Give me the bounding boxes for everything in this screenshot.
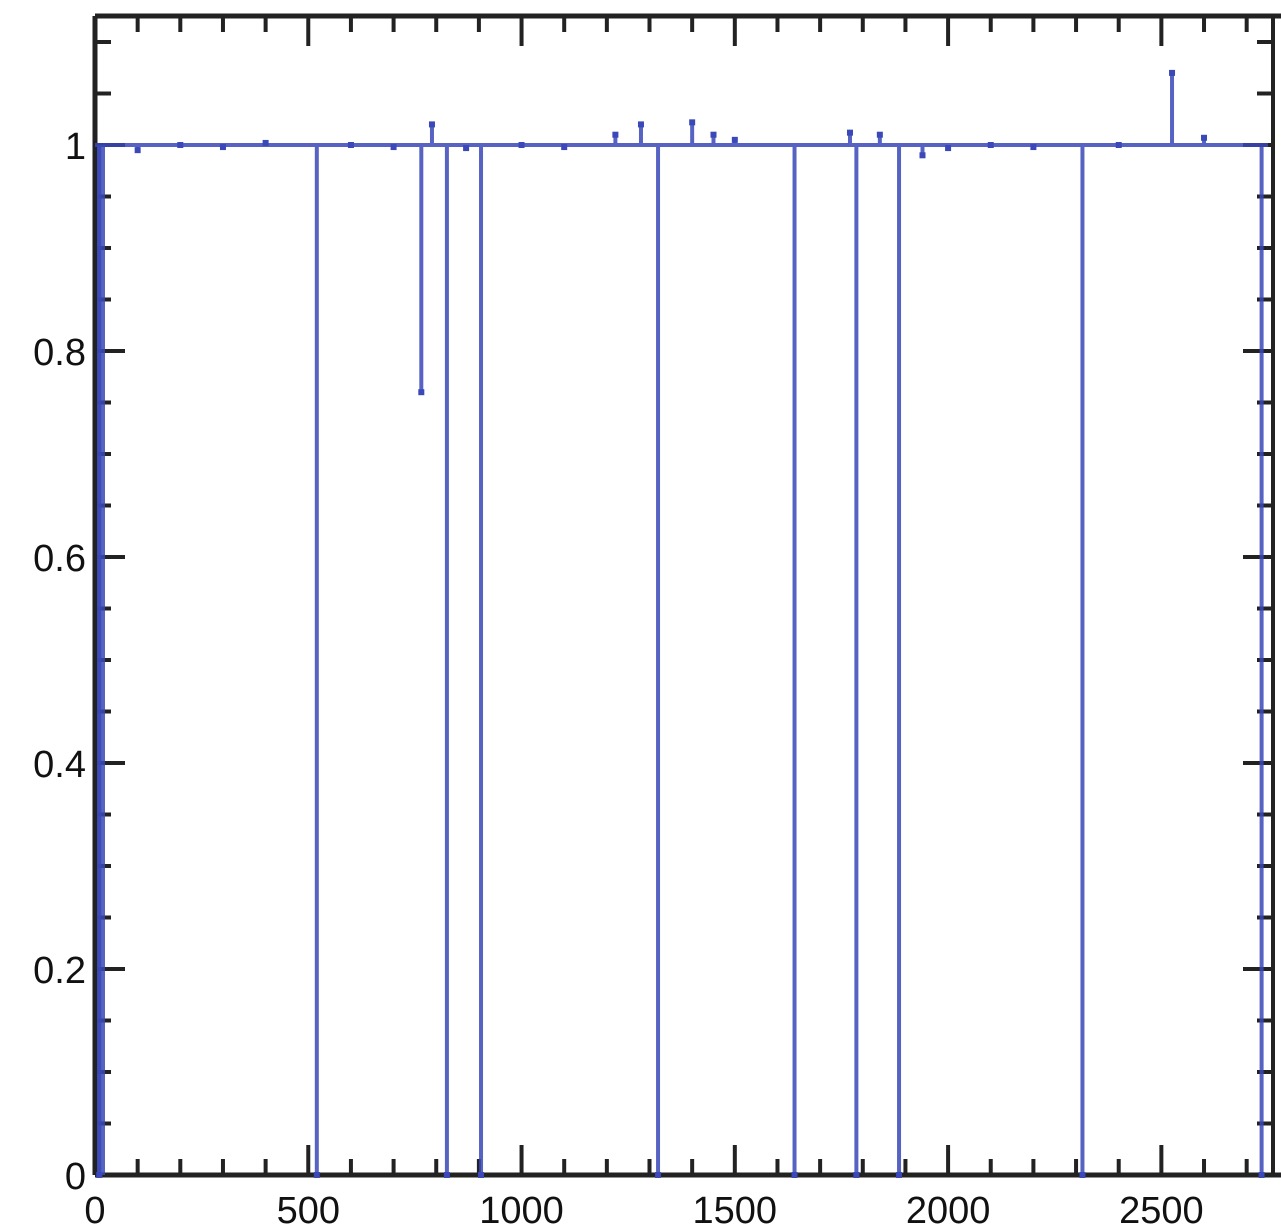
data-point bbox=[689, 119, 696, 126]
y-tick-label: 1 bbox=[65, 126, 86, 168]
data-point bbox=[418, 389, 425, 396]
data-point bbox=[313, 1172, 320, 1178]
y-tick-label: 0.6 bbox=[33, 538, 86, 580]
data-point bbox=[612, 131, 619, 138]
data-point bbox=[710, 131, 717, 138]
data-point bbox=[390, 144, 397, 151]
data-point bbox=[987, 142, 994, 148]
x-tick-label: 1500 bbox=[693, 1190, 778, 1227]
data-point bbox=[478, 1172, 485, 1178]
data-point bbox=[876, 131, 883, 138]
data-point bbox=[1258, 1172, 1265, 1178]
data-point bbox=[347, 142, 354, 148]
bin-zero-bar bbox=[97, 145, 105, 1175]
series-line bbox=[95, 72, 1268, 1175]
data-point bbox=[262, 139, 269, 146]
data-point bbox=[637, 121, 644, 128]
data-point bbox=[896, 1172, 903, 1178]
y-tick-label: 0.8 bbox=[33, 332, 86, 374]
tick-labels: 0 500 1000 1500 2000 2500 0 0.2 0.4 0.6 0.8 1 bbox=[33, 126, 1203, 1227]
data-point bbox=[1201, 134, 1208, 141]
data-point bbox=[853, 1172, 860, 1178]
data-point bbox=[919, 152, 926, 159]
data-point bbox=[219, 144, 226, 151]
x-tick-label: 500 bbox=[277, 1190, 340, 1227]
data-point bbox=[177, 142, 184, 148]
x-tick-label: 2000 bbox=[906, 1190, 991, 1227]
data-point bbox=[1115, 142, 1122, 148]
y-tick-label: 0.2 bbox=[33, 950, 86, 992]
data-point bbox=[463, 145, 470, 152]
x-tick-label: 2500 bbox=[1119, 1190, 1204, 1227]
data-point bbox=[655, 1172, 662, 1178]
x-tick-label: 1000 bbox=[479, 1190, 564, 1227]
data-point bbox=[134, 147, 141, 154]
y-tick-label: 0 bbox=[65, 1156, 86, 1198]
data-point bbox=[945, 145, 952, 152]
data-point bbox=[443, 1172, 450, 1178]
x-tick-label: 0 bbox=[84, 1190, 105, 1227]
data-point bbox=[561, 144, 568, 151]
data-point bbox=[731, 136, 738, 143]
data-point bbox=[1169, 69, 1176, 76]
data-point bbox=[428, 121, 435, 128]
y-tick-label: 0.4 bbox=[33, 744, 86, 786]
data-point bbox=[1079, 1172, 1086, 1178]
data-point bbox=[791, 1172, 798, 1178]
data-series bbox=[95, 69, 1268, 1178]
data-point bbox=[518, 142, 525, 148]
data-point bbox=[846, 129, 853, 136]
data-point bbox=[1030, 144, 1037, 151]
axes bbox=[92, 13, 1281, 1178]
